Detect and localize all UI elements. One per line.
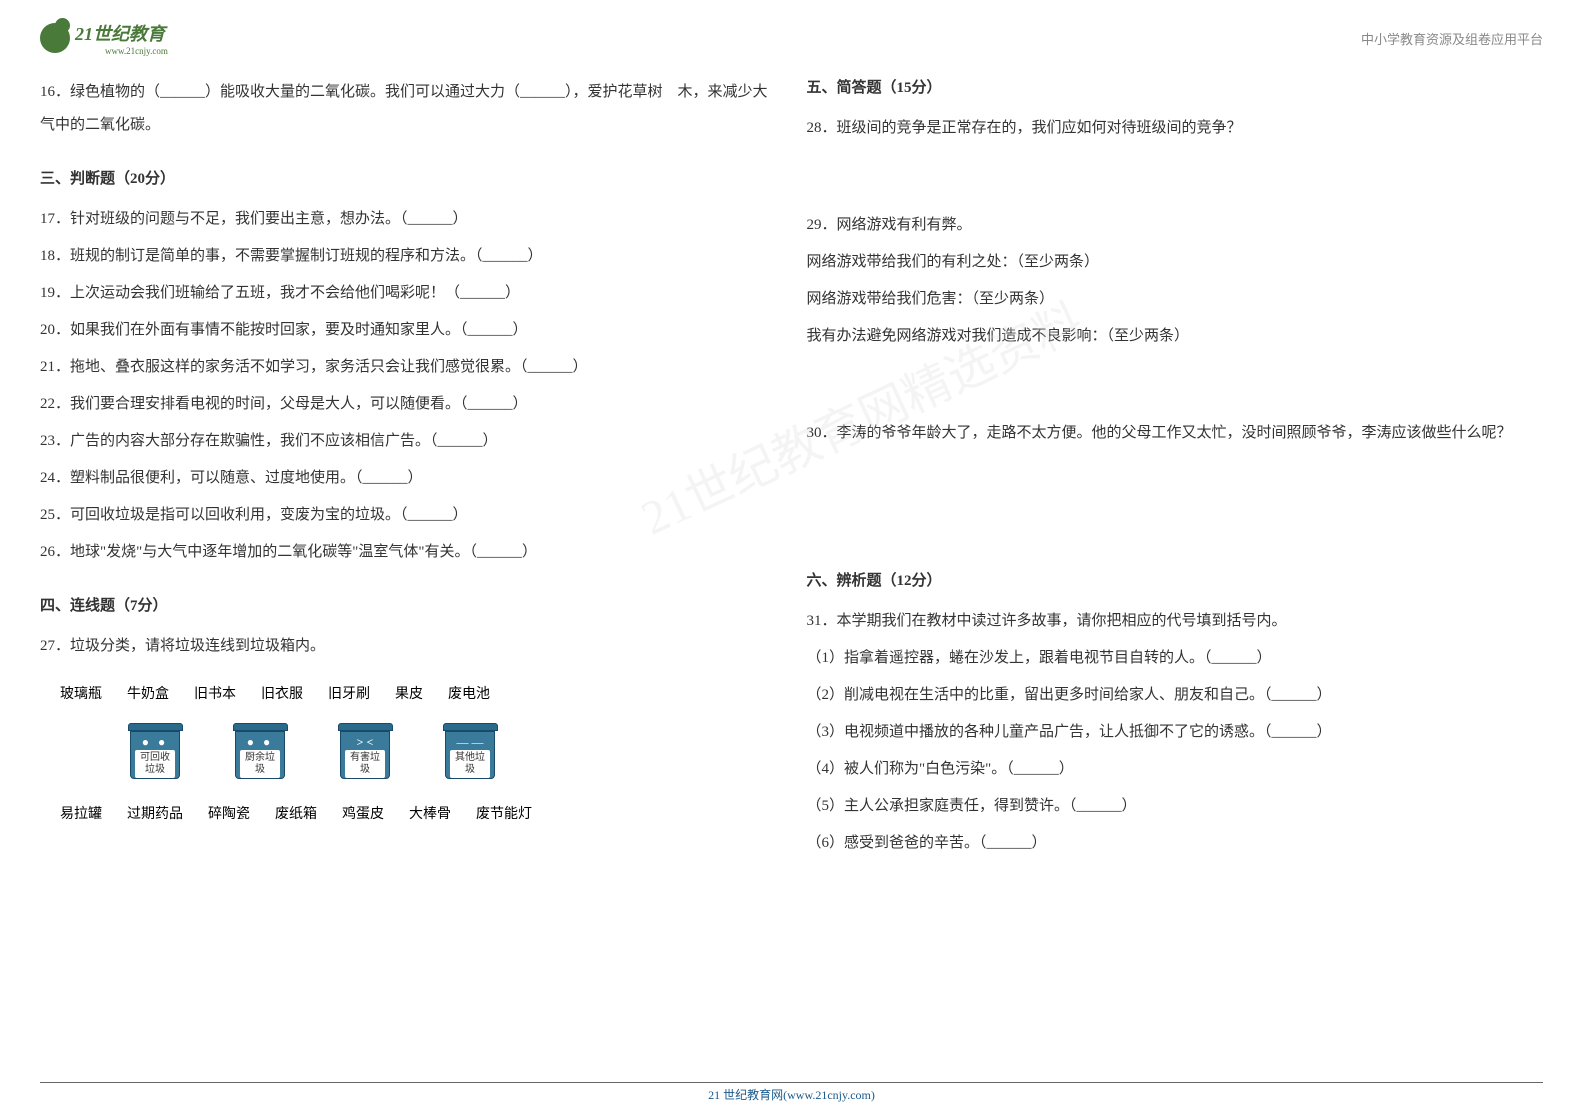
question-31-3: （3）电视频道中播放的各种儿童产品广告，让人抵御不了它的诱惑。（______） (807, 716, 1544, 749)
question-18: 18．班规的制订是简单的事，不需要掌握制订班规的程序和方法。（______） (40, 240, 777, 273)
question-31-1: （1）指拿着遥控器，蜷在沙发上，跟着电视节目自转的人。（______） (807, 642, 1544, 675)
header-right-text: 中小学教育资源及组卷应用平台 (1361, 29, 1543, 48)
bin-label-3: 其他垃圾 (450, 750, 490, 778)
question-27: 27．垃圾分类，请将垃圾连线到垃圾箱内。 (40, 630, 777, 663)
page-header: 21世纪教育 www.21cnjy.com 中小学教育资源及组卷应用平台 (40, 20, 1543, 56)
question-24: 24．塑料制品很便利，可以随意、过度地使用。（______） (40, 462, 777, 495)
question-31-6: （6）感受到爸爸的辛苦。（______） (807, 827, 1544, 860)
item-top-2: 旧书本 (194, 683, 236, 703)
question-22: 22．我们要合理安排看电视的时间，父母是大人，可以随便看。（______） (40, 388, 777, 421)
matching-area: 玻璃瓶 牛奶盒 旧书本 旧衣服 旧牙刷 果皮 废电池 可回收垃圾 (40, 683, 777, 823)
logo: 21世纪教育 www.21cnjy.com (40, 20, 168, 56)
bin-recyclable: 可回收垃圾 (120, 723, 190, 783)
section-6-title: 六、辨析题（12分） (807, 569, 1544, 590)
question-21: 21．拖地、叠衣服这样的家务活不如学习，家务活只会让我们感觉很累。（______… (40, 351, 777, 384)
item-top-5: 果皮 (395, 683, 423, 703)
question-20: 20．如果我们在外面有事情不能按时回家，要及时通知家里人。（______） (40, 314, 777, 347)
footer-text: 21 世纪教育网(www.21cnjy.com) (708, 1086, 875, 1103)
question-31-4: （4）被人们称为"白色污染"。（______） (807, 753, 1544, 786)
question-26: 26．地球"发烧"与大气中逐年增加的二氧化碳等"温室气体"有关。（______） (40, 536, 777, 569)
section-4-title: 四、连线题（7分） (40, 594, 777, 615)
question-29: 29．网络游戏有利有弊。 (807, 209, 1544, 242)
items-bottom-row: 易拉罐 过期药品 碎陶瓷 废纸箱 鸡蛋皮 大棒骨 废节能灯 (40, 803, 777, 823)
question-29-c: 我有办法避免网络游戏对我们造成不良影响：（至少两条） (807, 320, 1544, 353)
logo-icon (40, 23, 70, 53)
item-top-6: 废电池 (448, 683, 490, 703)
question-29-a: 网络游戏带给我们的有利之处：（至少两条） (807, 246, 1544, 279)
bins-row: 可回收垃圾 厨余垃圾 (40, 723, 777, 783)
right-column: 五、简答题（15分） 28．班级间的竞争是正常存在的，我们应如何对待班级间的竞争… (807, 76, 1544, 864)
bin-other: 其他垃圾 (435, 723, 505, 783)
item-top-1: 牛奶盒 (127, 683, 169, 703)
item-top-0: 玻璃瓶 (60, 683, 102, 703)
question-30: 30．李涛的爷爷年龄大了，走路不太方便。他的父母工作又太忙，没时间照顾爷爷，李涛… (807, 417, 1544, 450)
left-column: 16．绿色植物的（______）能吸收大量的二氧化碳。我们可以通过大力（____… (40, 76, 777, 864)
item-bottom-5: 大棒骨 (409, 803, 451, 823)
bin-label-1: 厨余垃圾 (240, 750, 280, 778)
question-16: 16．绿色植物的（______）能吸收大量的二氧化碳。我们可以通过大力（____… (40, 76, 777, 142)
question-25: 25．可回收垃圾是指可以回收利用，变废为宝的垃圾。（______） (40, 499, 777, 532)
bin-hazardous: 有害垃圾 (330, 723, 400, 783)
question-23: 23．广告的内容大部分存在欺骗性，我们不应该相信广告。（______） (40, 425, 777, 458)
item-bottom-3: 废纸箱 (275, 803, 317, 823)
item-bottom-0: 易拉罐 (60, 803, 102, 823)
logo-text: 21世纪教育 (75, 24, 165, 44)
question-29-b: 网络游戏带给我们危害：（至少两条） (807, 283, 1544, 316)
bin-label-2: 有害垃圾 (345, 750, 385, 778)
logo-url: www.21cnjy.com (105, 46, 168, 56)
items-top-row: 玻璃瓶 牛奶盒 旧书本 旧衣服 旧牙刷 果皮 废电池 (40, 683, 777, 703)
question-28: 28．班级间的竞争是正常存在的，我们应如何对待班级间的竞争？ (807, 112, 1544, 145)
item-bottom-4: 鸡蛋皮 (342, 803, 384, 823)
question-19: 19．上次运动会我们班输给了五班，我才不会给他们喝彩呢！（______） (40, 277, 777, 310)
item-top-3: 旧衣服 (261, 683, 303, 703)
item-bottom-1: 过期药品 (127, 803, 183, 823)
section-5-title: 五、简答题（15分） (807, 76, 1544, 97)
item-bottom-2: 碎陶瓷 (208, 803, 250, 823)
item-top-4: 旧牙刷 (328, 683, 370, 703)
bin-kitchen: 厨余垃圾 (225, 723, 295, 783)
question-31-2: （2）削减电视在生活中的比重，留出更多时间给家人、朋友和自己。（______） (807, 679, 1544, 712)
question-31: 31．本学期我们在教材中读过许多故事，请你把相应的代号填到括号内。 (807, 605, 1544, 638)
footer-line (40, 1082, 1543, 1083)
question-31-5: （5）主人公承担家庭责任，得到赞许。（______） (807, 790, 1544, 823)
question-17: 17．针对班级的问题与不足，我们要出主意，想办法。（______） (40, 203, 777, 236)
section-3-title: 三、判断题（20分） (40, 167, 777, 188)
bin-label-0: 可回收垃圾 (135, 750, 175, 778)
item-bottom-6: 废节能灯 (476, 803, 532, 823)
content-area: 16．绿色植物的（______）能吸收大量的二氧化碳。我们可以通过大力（____… (40, 76, 1543, 864)
